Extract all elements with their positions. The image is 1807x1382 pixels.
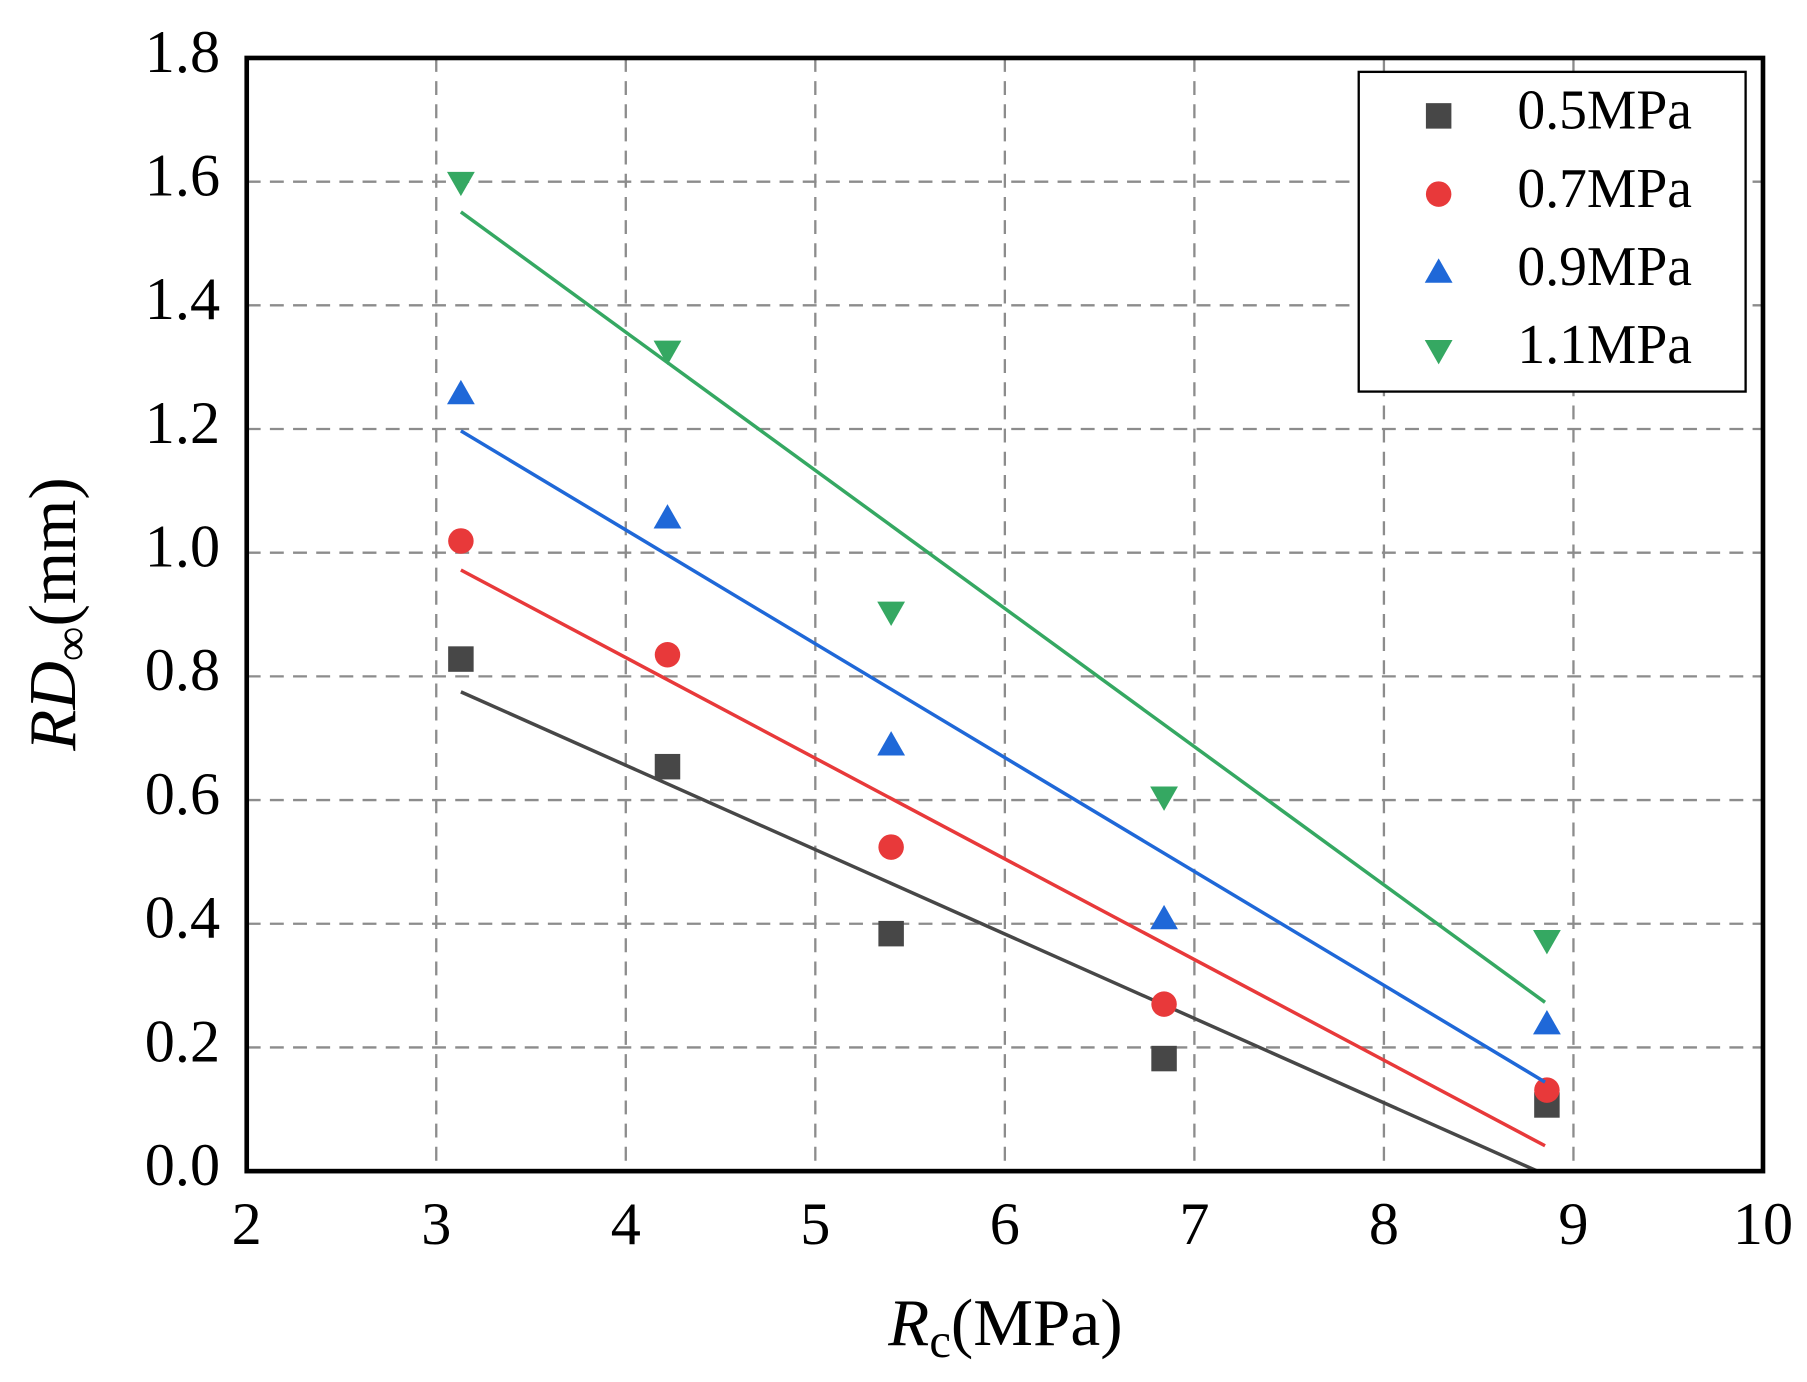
point [448, 646, 474, 672]
y-tick-label: 0.8 [145, 637, 220, 704]
legend-label: 0.9MPa [1517, 236, 1692, 298]
y-tick-label: 0.2 [145, 1008, 220, 1075]
x-tick-label: 3 [421, 1191, 451, 1258]
point [653, 504, 682, 529]
x-tick-label: 7 [1179, 1191, 1209, 1258]
point [654, 753, 681, 780]
point [654, 642, 681, 668]
point [878, 920, 904, 947]
y-tick-label: 1.0 [145, 514, 220, 581]
x-tick-label: 9 [1558, 1191, 1588, 1258]
point [878, 834, 904, 860]
y-label-sub: ∞ [45, 626, 99, 661]
x-label-symbol: R [887, 1285, 929, 1360]
y-tick-label: 1.4 [145, 266, 220, 333]
y-axis-label: RD∞(mm) [16, 477, 99, 751]
legend: 0.5MPa 0.7MPa 0.9MPa 1.1MPa [1357, 70, 1747, 393]
point [877, 731, 906, 756]
y-tick-label: 0.4 [145, 885, 220, 952]
point [877, 601, 906, 626]
fit-line [460, 568, 1546, 1148]
fit-line [459, 210, 1547, 1004]
y-tick-label: 0.0 [145, 1132, 220, 1199]
x-tick-label: 8 [1369, 1191, 1399, 1258]
x-tick-label: 10 [1733, 1191, 1793, 1258]
point [1151, 991, 1177, 1017]
legend-label: 0.5MPa [1517, 80, 1692, 142]
point [1533, 1010, 1561, 1035]
plot-frame [244, 55, 1766, 1174]
y-label-unit: (mm) [16, 477, 91, 626]
x-tick-label: 5 [800, 1191, 830, 1258]
point [653, 340, 682, 366]
fit-line [460, 429, 1546, 1084]
y-tick-label: 1.2 [145, 390, 220, 457]
y-label-symbol: RD [16, 661, 91, 752]
point [1534, 1077, 1560, 1103]
legend-box [1357, 70, 1747, 393]
legend-marker [1424, 258, 1453, 283]
point [1151, 1045, 1177, 1072]
point [446, 171, 475, 197]
point [1150, 904, 1178, 930]
legend-label: 1.1MPa [1517, 314, 1692, 376]
point [448, 528, 474, 554]
fit-line [460, 690, 1539, 1173]
legend-marker [1424, 340, 1453, 365]
x-tick-label: 2 [232, 1191, 262, 1258]
x-tick-label: 4 [611, 1191, 641, 1258]
x-label-sub: c [929, 1314, 951, 1368]
point [1150, 786, 1178, 811]
legend-label: 0.7MPa [1517, 158, 1692, 220]
y-tick-label: 0.6 [145, 761, 220, 828]
point [1533, 930, 1561, 955]
point [446, 379, 475, 405]
legend-marker [1425, 181, 1452, 207]
y-tick-label: 1.6 [145, 142, 220, 209]
x-tick-label: 6 [990, 1191, 1020, 1258]
y-tick-label: 1.8 [145, 19, 220, 86]
x-axis-label: Rc(MPa) [887, 1285, 1122, 1368]
x-label-unit: (MPa) [951, 1285, 1123, 1360]
legend-marker [1425, 103, 1452, 129]
